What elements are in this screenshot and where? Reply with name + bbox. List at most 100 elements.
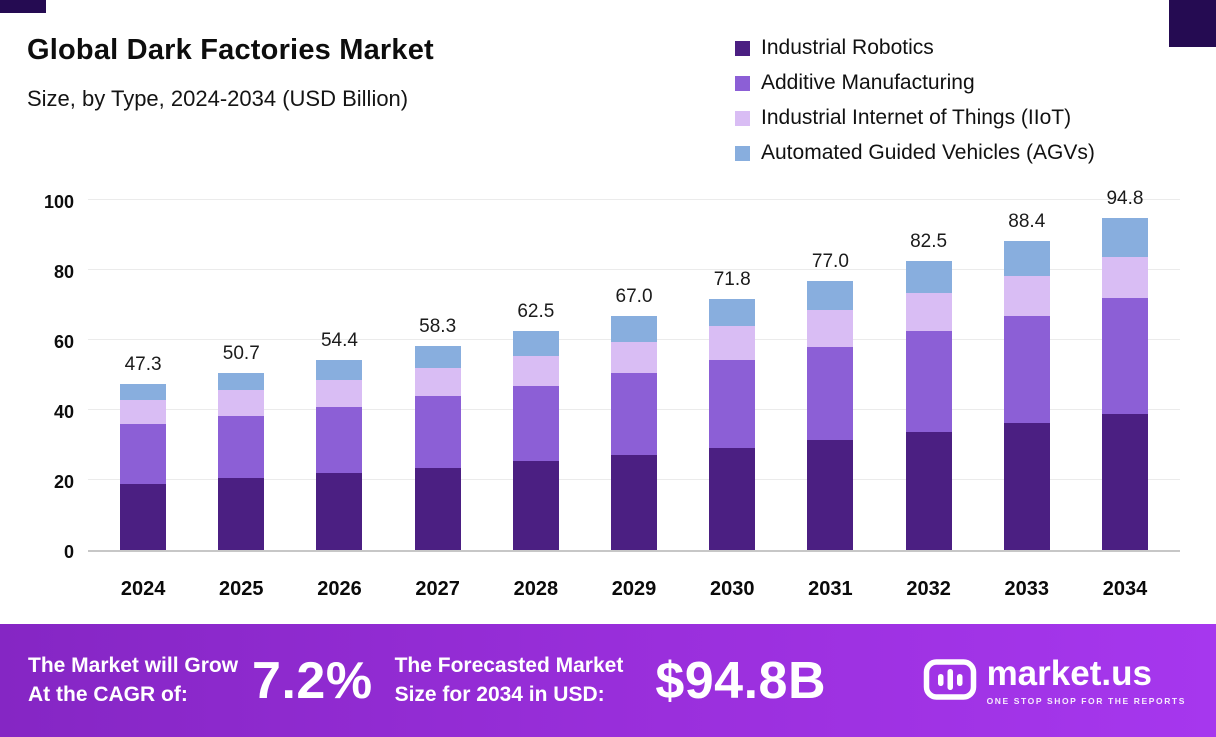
bar-segment (414, 467, 461, 550)
cagr-value: 7.2% (252, 651, 373, 710)
bar-segment (1101, 256, 1148, 298)
gridline (88, 269, 1180, 270)
forecast-label: The Forecasted Market Size for 2034 in U… (395, 652, 624, 709)
y-tick-label: 20 (53, 472, 74, 492)
bar-total-label: 82.5 (910, 231, 948, 253)
bar-group: 58.3 (389, 202, 487, 550)
bar-total-label: 94.8 (1106, 188, 1144, 210)
bar-stack (1101, 218, 1148, 550)
bar-segment (512, 355, 559, 386)
x-tick-label: 2027 (415, 578, 460, 600)
bar-total-label: 77.0 (811, 250, 849, 272)
brand-tagline: ONE STOP SHOP FOR THE REPORTS (986, 695, 1186, 706)
bar-segment (1101, 413, 1148, 550)
bar-segment (611, 454, 658, 550)
bar-segment (905, 431, 952, 550)
forecast-value: $94.8B (655, 651, 827, 710)
bar-total-label: 47.3 (124, 354, 162, 376)
legend-label: Industrial Internet of Things (IIoT) (761, 106, 1072, 129)
bar-segment (905, 292, 952, 332)
bar-segment (414, 368, 461, 396)
bar-stack (1003, 240, 1050, 550)
bar-segment (807, 347, 854, 440)
bar-segment (807, 310, 854, 347)
bar-total-label: 62.5 (517, 301, 555, 323)
bar-segment (709, 298, 756, 327)
legend-item-iiot: Industrial Internet of Things (IIoT) (735, 106, 1095, 130)
forecast-label-line2: Size for 2034 in USD: (394, 682, 605, 706)
x-tick-label: 2028 (513, 578, 559, 600)
x-tick-label: 2025 (219, 578, 264, 600)
x-tick-label: 2031 (808, 578, 853, 600)
gridline (88, 199, 1180, 200)
legend-item-industrial-robotics: Industrial Robotics (735, 36, 1095, 60)
cagr-label: The Market will Grow At the CAGR of: (28, 652, 238, 709)
market-us-icon (923, 658, 976, 700)
x-tick-label: 2024 (120, 578, 166, 600)
bar-group: 54.4 (290, 202, 388, 550)
bar-total-label: 88.4 (1008, 210, 1046, 232)
x-tick-label: 2034 (1102, 578, 1148, 600)
bar-segment (316, 473, 363, 550)
bar-segment (120, 483, 167, 550)
corner-accent-top-right (1169, 0, 1216, 47)
legend-swatch-additive-manufacturing (735, 75, 750, 91)
bar-segment (1003, 315, 1050, 424)
bar-segment (709, 326, 756, 361)
bar-segment (512, 331, 559, 356)
bar-segment (1003, 275, 1050, 316)
plot-area: 47.3 50.7 54.4 58.3 62.5 67.0 71.8 77.0 82.5 88.4… (88, 188, 1180, 552)
bar-segment (120, 424, 167, 484)
bar-group: 50.7 (192, 202, 290, 550)
bar-stack (807, 280, 854, 550)
brand-logo: market.us ONE STOP SHOP FOR THE REPORTS (923, 656, 1188, 706)
bar-total-label: 54.4 (320, 329, 358, 351)
cagr-label-line2: At the CAGR of: (28, 682, 188, 706)
legend-swatch-iiot (735, 110, 750, 126)
bar-segment (316, 359, 363, 381)
forecast-label-line1: The Forecasted Market (394, 654, 624, 678)
brand-text: market.us ONE STOP SHOP FOR THE REPORTS (987, 656, 1186, 706)
bar-segment (1101, 218, 1148, 257)
page-title: Global Dark Factories Market (27, 34, 434, 66)
y-tick-label: 60 (53, 332, 74, 352)
x-tick-label: 2032 (906, 578, 951, 600)
bar-stack (414, 345, 461, 550)
x-tick-label: 2033 (1004, 578, 1050, 600)
bar-segment (512, 385, 559, 462)
legend-item-agvs: Automated Guided Vehicles (AGVs) (735, 141, 1095, 165)
bar-group: 67.0 (585, 202, 683, 550)
bar-segment (611, 341, 658, 374)
bar-total-label: 71.8 (713, 268, 751, 290)
bar-group: 62.5 (487, 202, 585, 550)
bar-stack (611, 315, 658, 550)
bar-stack (218, 372, 265, 550)
bar-segment (611, 373, 658, 455)
bar-group: 88.4 (978, 202, 1076, 550)
y-axis: 0 20 40 60 80 100 (30, 192, 88, 562)
bar-segment (120, 399, 167, 424)
x-tick-label: 2030 (709, 578, 755, 600)
y-tick-label: 0 (63, 542, 74, 562)
bar-segment (218, 372, 265, 391)
y-tick-label: 80 (53, 262, 74, 282)
bar-stack (709, 298, 756, 550)
bar-segment (611, 315, 658, 342)
bar-segment (414, 345, 461, 368)
bar-segment (1101, 298, 1148, 414)
bar-segment (218, 478, 265, 550)
bar-segment (807, 439, 854, 550)
bar-segment (316, 380, 363, 407)
bar-group: 82.5 (880, 202, 978, 550)
bar-segment (414, 396, 461, 468)
bar-group: 71.8 (683, 202, 781, 550)
legend-swatch-industrial-robotics (735, 40, 750, 56)
page-subtitle: Size, by Type, 2024-2034 (USD Billion) (27, 86, 409, 111)
y-tick-label: 40 (53, 402, 74, 422)
bar-segment (709, 360, 756, 448)
y-tick-label: 100 (43, 192, 74, 212)
bar-group: 47.3 (94, 202, 192, 550)
bars-container: 47.3 50.7 54.4 58.3 62.5 67.0 71.8 77.0 82.5 88.4… (88, 188, 1180, 550)
bar-group: 77.0 (781, 202, 879, 550)
